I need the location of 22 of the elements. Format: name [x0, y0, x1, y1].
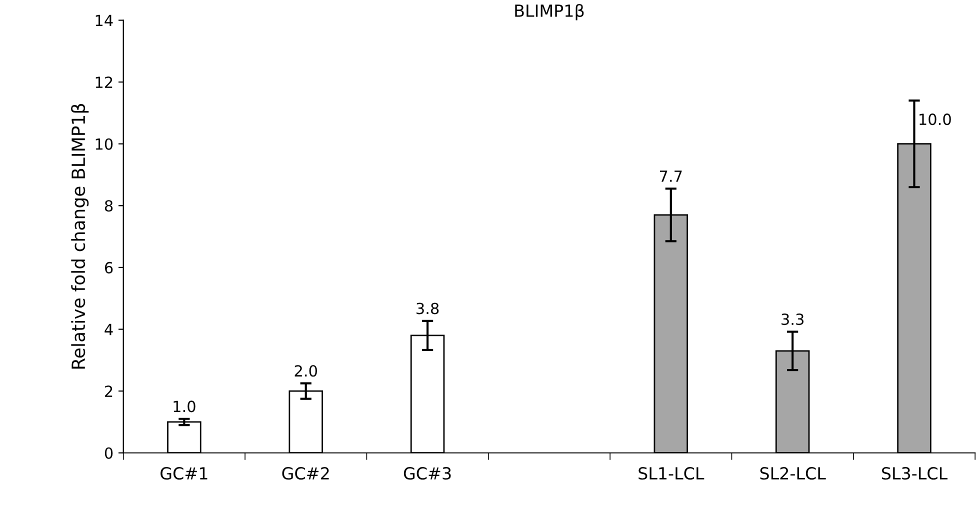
x-tick-label: SL1-LCL: [638, 467, 704, 480]
y-tick-label: 14: [96, 14, 113, 26]
y-tick-label: 6: [104, 262, 113, 274]
data-label: 7.7: [660, 170, 682, 182]
y-tick-label: 8: [104, 200, 113, 212]
y-tick-label: 0: [104, 447, 113, 459]
data-label: 10.0: [920, 114, 951, 126]
y-tick-label: 10: [96, 138, 113, 150]
x-tick-label: SL2-LCL: [760, 467, 826, 480]
data-label: 3.8: [416, 302, 439, 314]
data-label: 3.3: [782, 314, 804, 326]
data-label: 2.0: [294, 365, 317, 377]
y-axis-title: Relative fold change BLIMP1β: [71, 104, 89, 369]
x-tick-label: SL3-LCL: [882, 467, 948, 480]
x-tick-label: GC#2: [282, 467, 329, 480]
y-tick-label: 4: [104, 324, 113, 336]
y-tick-label: 12: [96, 76, 112, 88]
x-tick-label: GC#3: [404, 467, 451, 480]
data-label: 1.0: [174, 400, 196, 412]
y-tick-label: 2: [105, 386, 112, 397]
chart-title: BLIMP1β: [515, 4, 584, 20]
x-tick-label: GC#1: [160, 467, 208, 480]
